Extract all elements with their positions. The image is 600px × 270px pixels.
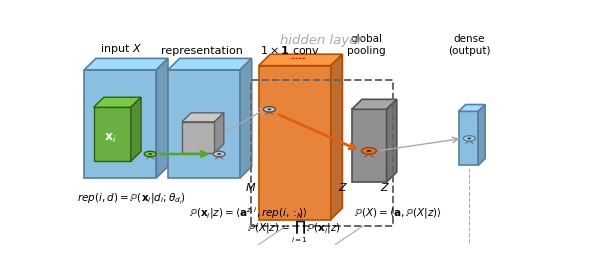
- Text: $\mathbb{P}(X) = \langle \mathbf{a}, \mathbb{P}(X|z)\rangle$: $\mathbb{P}(X) = \langle \mathbf{a}, \ma…: [354, 206, 442, 220]
- Circle shape: [467, 137, 471, 139]
- Polygon shape: [386, 99, 397, 182]
- Circle shape: [213, 151, 225, 157]
- Text: $Z$: $Z$: [380, 181, 390, 193]
- Circle shape: [361, 148, 376, 154]
- Text: $\mathbb{P}(\mathbf{x}_i|z) = \langle \mathbf{a}^{z,i}, rep(i,:)\rangle$: $\mathbb{P}(\mathbf{x}_i|z) = \langle \m…: [189, 205, 307, 221]
- Polygon shape: [182, 113, 224, 122]
- Circle shape: [217, 153, 221, 155]
- Polygon shape: [259, 66, 331, 220]
- Text: $M$: $M$: [245, 181, 256, 193]
- Circle shape: [367, 150, 371, 152]
- Polygon shape: [478, 104, 485, 166]
- Polygon shape: [458, 104, 485, 112]
- Text: $rep(i,d) = \mathbb{P}(\mathbf{x}_i|d_i;\theta_{d_i})$: $rep(i,d) = \mathbb{P}(\mathbf{x}_i|d_i;…: [77, 192, 187, 207]
- Polygon shape: [168, 70, 240, 178]
- Text: global
pooling: global pooling: [347, 34, 386, 56]
- Polygon shape: [215, 113, 224, 153]
- Circle shape: [148, 153, 152, 155]
- Polygon shape: [84, 58, 168, 70]
- Text: $1\times\mathbf{1}$ conv: $1\times\mathbf{1}$ conv: [260, 44, 320, 56]
- Text: representation: representation: [161, 46, 243, 56]
- Text: $\mathbb{P}(X|z) = \prod_{i=1}^{N}\mathbb{P}(\mathbf{x}_i|z)$: $\mathbb{P}(X|z) = \prod_{i=1}^{N}\mathb…: [247, 212, 341, 245]
- Polygon shape: [182, 122, 215, 153]
- Polygon shape: [157, 58, 168, 178]
- Polygon shape: [352, 109, 386, 182]
- Polygon shape: [131, 97, 141, 161]
- Polygon shape: [458, 112, 478, 166]
- Polygon shape: [94, 107, 131, 161]
- Polygon shape: [331, 54, 343, 220]
- Polygon shape: [352, 99, 397, 109]
- Text: input $X$: input $X$: [100, 42, 142, 56]
- Circle shape: [263, 107, 275, 112]
- Text: dense
(output): dense (output): [448, 34, 491, 56]
- Polygon shape: [94, 97, 141, 107]
- Polygon shape: [84, 70, 157, 178]
- Text: $\mathbf{x}_i$: $\mathbf{x}_i$: [104, 132, 116, 145]
- Polygon shape: [259, 54, 343, 66]
- Polygon shape: [168, 58, 252, 70]
- Text: hidden layer: hidden layer: [280, 34, 363, 47]
- Bar: [251, 80, 392, 226]
- Circle shape: [463, 136, 475, 141]
- Circle shape: [144, 151, 157, 157]
- Text: $Z$: $Z$: [338, 181, 349, 193]
- Polygon shape: [240, 58, 252, 178]
- Circle shape: [268, 109, 271, 110]
